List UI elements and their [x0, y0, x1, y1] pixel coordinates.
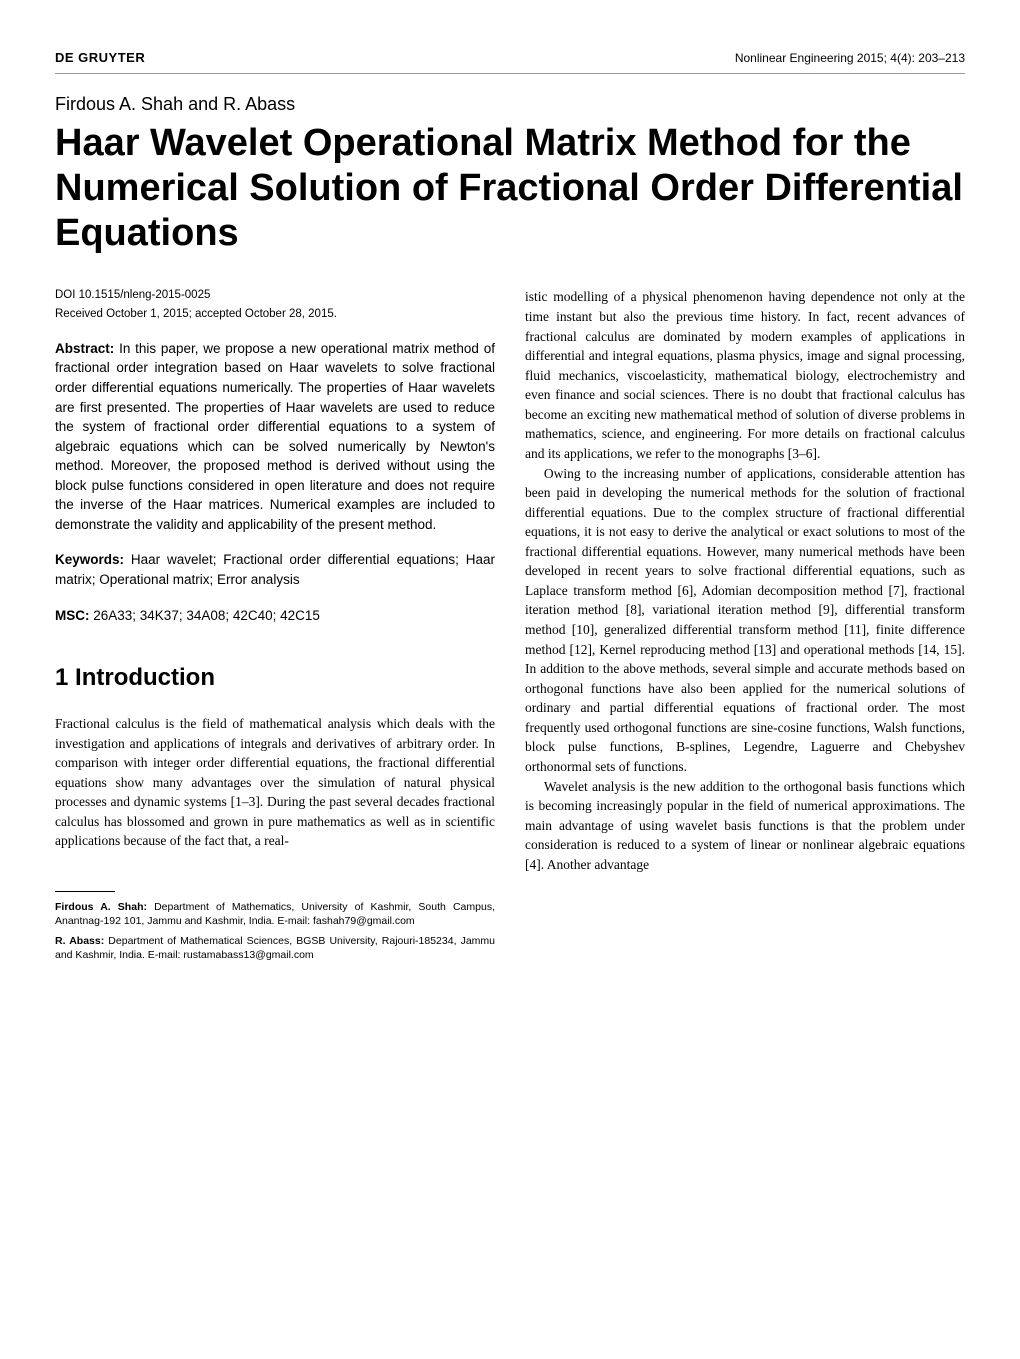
- doi: DOI 10.1515/nleng-2015-0025: [55, 287, 495, 304]
- authors: Firdous A. Shah and R. Abass: [55, 94, 965, 115]
- abstract-block: Abstract: In this paper, we propose a ne…: [55, 339, 495, 535]
- footnote-rule: [55, 891, 115, 892]
- two-column-layout: DOI 10.1515/nleng-2015-0025 Received Oct…: [55, 287, 965, 968]
- intro-paragraph-1: Fractional calculus is the field of math…: [55, 714, 495, 851]
- section-title: Introduction: [75, 664, 215, 691]
- keywords-block: Keywords: Haar wavelet; Fractional order…: [55, 550, 495, 589]
- right-paragraph-2: Owing to the increasing number of applic…: [525, 464, 965, 777]
- footnote-name-2: R. Abass:: [55, 935, 104, 947]
- section-heading: 1 Introduction: [55, 661, 495, 696]
- msc-label: MSC:: [55, 608, 90, 623]
- abstract-text: In this paper, we propose a new operatio…: [55, 341, 495, 532]
- left-column: DOI 10.1515/nleng-2015-0025 Received Oct…: [55, 287, 495, 968]
- right-paragraph-1: istic modelling of a physical phenomenon…: [525, 287, 965, 463]
- publisher: DE GRUYTER: [55, 50, 145, 65]
- journal-info: Nonlinear Engineering 2015; 4(4): 203–21…: [735, 51, 965, 65]
- msc-text: 26A33; 34K37; 34A08; 42C40; 42C15: [90, 608, 320, 623]
- page-header: DE GRUYTER Nonlinear Engineering 2015; 4…: [55, 50, 965, 74]
- abstract-label: Abstract:: [55, 341, 114, 356]
- footnote-name-1: Firdous A. Shah:: [55, 901, 147, 913]
- footnote-text-2: Department of Mathematical Sciences, BGS…: [55, 935, 495, 961]
- footnote-author-2: R. Abass: Department of Mathematical Sci…: [55, 934, 495, 962]
- keywords-label: Keywords:: [55, 552, 124, 567]
- right-column: istic modelling of a physical phenomenon…: [525, 287, 965, 968]
- received-line: Received October 1, 2015; accepted Octob…: [55, 306, 495, 323]
- footnote-author-1: Firdous A. Shah: Department of Mathemati…: [55, 900, 495, 928]
- article-title: Haar Wavelet Operational Matrix Method f…: [55, 121, 965, 255]
- right-paragraph-3: Wavelet analysis is the new addition to …: [525, 777, 965, 875]
- section-number: 1: [55, 664, 68, 691]
- msc-block: MSC: 26A33; 34K37; 34A08; 42C40; 42C15: [55, 606, 495, 626]
